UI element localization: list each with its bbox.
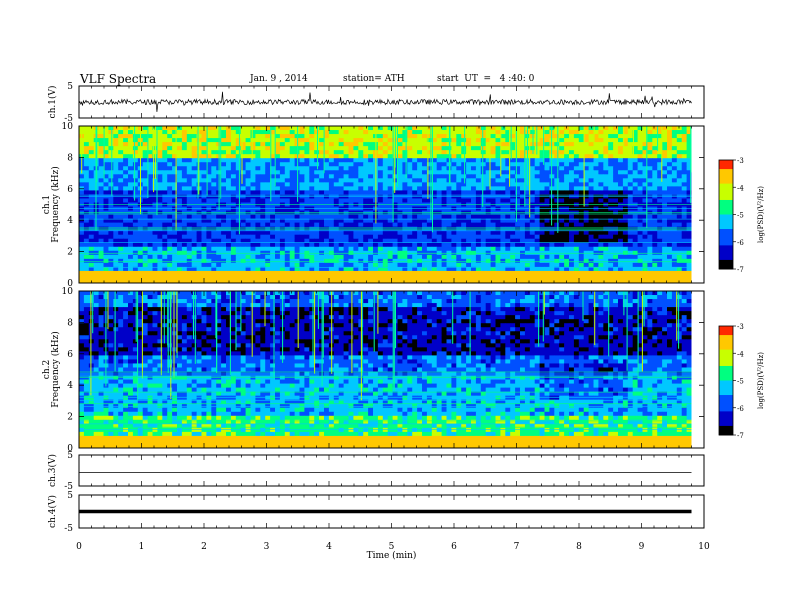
- y-tick-label: 5: [67, 82, 73, 92]
- x-axis-label: Time (min): [367, 550, 417, 561]
- y-axis-label: ch.1(V): [47, 86, 58, 119]
- y-tick-label: 5: [67, 491, 73, 501]
- ch1-spectrogram-image: [79, 126, 704, 284]
- y-tick-label: 8: [67, 153, 73, 163]
- colorbar-tick-label: -5: [737, 378, 744, 386]
- colorbar-tick-label: -6: [737, 405, 744, 413]
- y-axis-label: Frequency (kHz): [50, 166, 61, 243]
- colorbar-tick-label: -6: [737, 239, 744, 247]
- x-tick-label: 3: [264, 542, 270, 552]
- y-tick-label: -5: [64, 114, 73, 124]
- colorbar-label: log(PSD)(V²/Hz): [757, 186, 765, 243]
- y-tick-label: -5: [64, 524, 73, 534]
- x-tick-label: 10: [698, 542, 710, 552]
- y-tick-label: 2: [67, 248, 73, 258]
- y-tick-label: 6: [67, 350, 73, 360]
- start-time-label: start UT = 4 :40: 0: [437, 74, 535, 84]
- x-tick-label: 6: [451, 542, 457, 552]
- colorbar-tick-label: -5: [737, 212, 744, 220]
- date-label: Jan. 9 , 2014: [250, 74, 308, 84]
- y-tick-label: 0: [67, 279, 73, 289]
- ch2-spectrogram-image: [79, 291, 704, 449]
- ch1-waveform-trace: [78, 91, 692, 112]
- y-tick-label: 4: [67, 216, 73, 226]
- station-label: station= ATH: [343, 74, 405, 84]
- y-tick-label: 10: [62, 287, 74, 297]
- y-tick-label: 0: [67, 444, 73, 454]
- x-tick-label: 7: [514, 542, 520, 552]
- y-axis-label: ch.1: [42, 195, 52, 214]
- y-tick-label: 5: [67, 451, 73, 461]
- y-tick-label: 6: [67, 185, 73, 195]
- colorbar-tick-label: -7: [737, 432, 744, 440]
- chart-title: VLF Spectra: [80, 72, 157, 86]
- y-tick-label: 2: [67, 413, 73, 423]
- colorbar-label: log(PSD)(V²/Hz): [757, 352, 765, 409]
- y-axis-label: Frequency (kHz): [50, 331, 61, 408]
- y-axis-label: ch.4(V): [47, 495, 58, 528]
- y-tick-label: 8: [67, 318, 73, 328]
- colorbar-tick-label: -4: [737, 184, 744, 192]
- x-tick-label: 8: [576, 542, 582, 552]
- colorbar-tick-label: -3: [737, 323, 744, 331]
- colorbar-tick-label: -7: [737, 266, 744, 274]
- colorbar-tick-label: -4: [737, 350, 744, 358]
- y-tick-label: -5: [64, 482, 73, 492]
- colorbar-tick-label: -3: [737, 157, 744, 165]
- y-axis-label: ch.2: [42, 360, 52, 379]
- x-tick-label: 5: [389, 542, 395, 552]
- x-tick-label: 1: [139, 542, 145, 552]
- x-tick-label: 9: [639, 542, 645, 552]
- y-tick-label: 4: [67, 381, 73, 391]
- x-tick-label: 2: [201, 542, 207, 552]
- x-tick-label: 0: [76, 542, 82, 552]
- y-axis-label: ch.3(V): [47, 454, 58, 487]
- y-tick-label: 10: [62, 122, 74, 132]
- x-tick-label: 4: [326, 542, 332, 552]
